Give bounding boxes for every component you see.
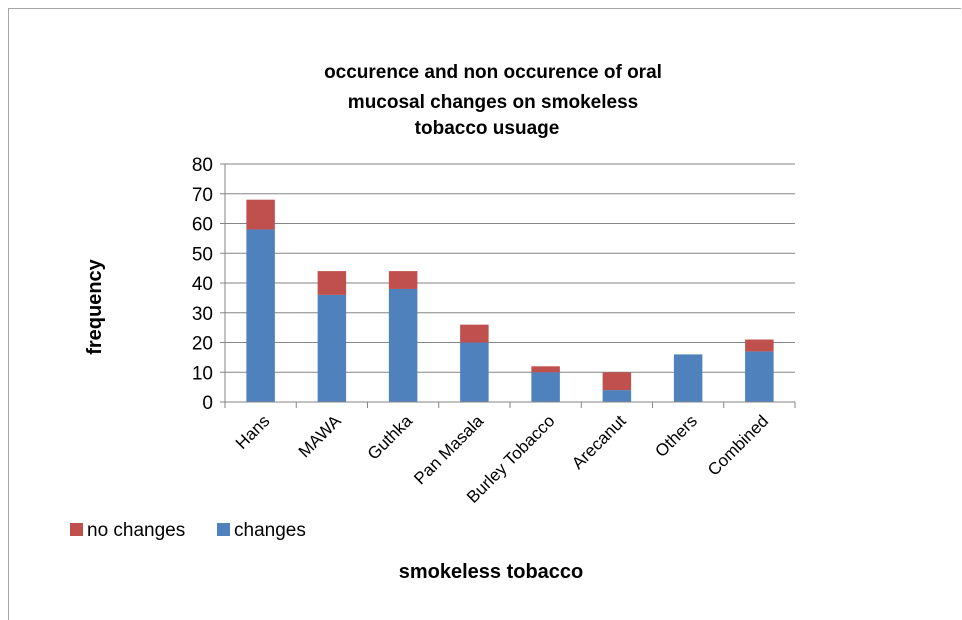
legend-label-no-changes: no changes <box>87 520 185 541</box>
x-axis <box>224 401 796 408</box>
bar-no-changes <box>745 339 774 352</box>
y-axis-title: frequency <box>84 258 106 354</box>
chart-title-line-1: occurence and non occurence of oral <box>324 62 662 83</box>
bars <box>246 199 774 402</box>
legend-swatch-no-changes <box>70 523 83 536</box>
bar-no-changes <box>531 366 560 373</box>
x-category-label: Guthka <box>364 411 417 464</box>
bar-changes <box>673 354 703 402</box>
bar-changes <box>460 342 489 402</box>
x-axis-title: smokeless tobacco <box>399 561 584 583</box>
bar-changes <box>317 294 347 402</box>
y-tick-label: 0 <box>202 393 213 414</box>
bar-no-changes <box>246 199 275 230</box>
y-tick-label: 40 <box>192 274 213 295</box>
x-category-label: Hans <box>232 411 273 452</box>
gridlines <box>225 163 795 373</box>
y-tick-label: 10 <box>192 363 213 384</box>
bar-changes <box>602 390 632 402</box>
legend-label-changes: changes <box>234 520 306 541</box>
bar-changes <box>246 229 275 402</box>
y-tick-label: 50 <box>192 244 213 265</box>
bar-changes <box>745 351 774 402</box>
bar-no-changes <box>460 324 489 343</box>
x-category-label: Others <box>651 411 701 461</box>
x-category-label: Combined <box>704 411 772 479</box>
y-tick-label: 30 <box>192 304 213 325</box>
bar-no-changes <box>602 372 632 391</box>
y-tick-label: 60 <box>192 215 213 236</box>
bar-changes <box>388 288 418 402</box>
x-category-label: Arecanut <box>568 411 630 473</box>
legend-swatch-changes <box>217 523 230 536</box>
chart-frame <box>8 8 961 620</box>
bar-no-changes <box>317 271 347 295</box>
legend: no changes changes <box>70 520 306 541</box>
chart-title-line-3: tobacco usuage <box>415 118 560 139</box>
x-category-label: Pan Masala <box>410 411 487 488</box>
y-tick-label: 70 <box>192 185 213 206</box>
y-tick-label: 20 <box>192 334 213 355</box>
y-tick-label: 80 <box>192 155 213 176</box>
y-axis-ticks: 0 10 20 30 40 50 60 70 80 <box>192 155 226 414</box>
bar-changes <box>531 372 560 402</box>
x-category-label: MAWA <box>295 411 345 461</box>
chart-title-line-2: mucosal changes on smokeless <box>348 92 638 113</box>
bar-no-changes <box>388 271 418 289</box>
